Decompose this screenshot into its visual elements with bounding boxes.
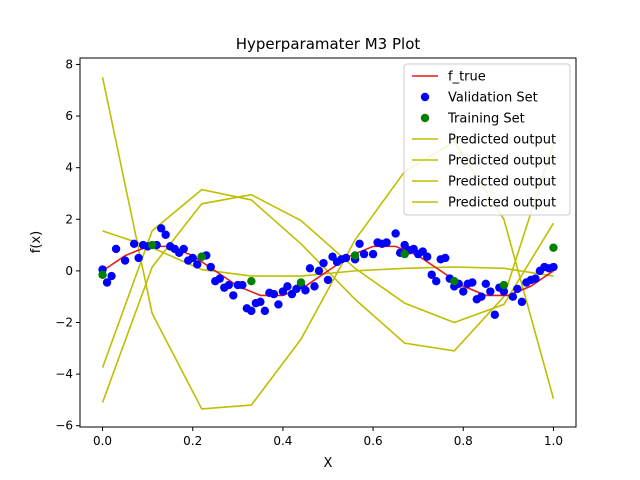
x-tick-label: 1.0	[544, 434, 563, 448]
y-tick-label: 0	[65, 264, 73, 278]
data-point-training-set	[247, 277, 255, 285]
legend-label: Predicted output	[448, 196, 556, 211]
data-point-validation-set	[518, 298, 526, 306]
data-point-validation-set	[180, 245, 188, 253]
data-point-validation-set	[477, 292, 485, 300]
x-tick-label: 0.2	[183, 434, 202, 448]
data-point-training-set	[148, 241, 156, 249]
y-tick-label: −6	[55, 419, 73, 433]
data-point-validation-set	[441, 254, 449, 262]
legend-label: Validation Set	[448, 91, 538, 106]
y-tick-label: 6	[65, 109, 73, 123]
y-tick-label: −2	[55, 315, 73, 329]
data-point-validation-set	[391, 229, 399, 237]
legend-label: f_true	[448, 70, 486, 85]
data-point-validation-set	[432, 277, 440, 285]
data-point-training-set	[297, 278, 305, 286]
y-tick-label: −4	[55, 367, 73, 381]
data-point-training-set	[98, 271, 106, 279]
data-point-validation-set	[324, 276, 332, 284]
data-point-validation-set	[261, 307, 269, 315]
data-point-validation-set	[216, 274, 224, 282]
x-tick-label: 0.6	[364, 434, 383, 448]
data-point-training-set	[500, 281, 508, 289]
legend-label: Predicted output	[448, 133, 556, 148]
data-point-training-set	[351, 251, 359, 259]
data-point-validation-set	[270, 290, 278, 298]
data-point-validation-set	[355, 240, 363, 248]
data-point-validation-set	[459, 287, 467, 295]
chart-title: Hyperparamater M3 Plot	[236, 35, 421, 53]
data-point-validation-set	[112, 245, 120, 253]
legend-label: Predicted output	[448, 154, 556, 169]
data-point-validation-set	[423, 252, 431, 260]
x-tick-label: 0.4	[273, 434, 292, 448]
data-point-validation-set	[207, 263, 215, 271]
data-point-validation-set	[256, 298, 264, 306]
data-point-training-set	[198, 252, 206, 260]
x-tick-label: 0.8	[454, 434, 473, 448]
data-point-validation-set	[369, 250, 377, 258]
data-point-training-set	[400, 250, 408, 258]
data-point-validation-set	[509, 292, 517, 300]
data-point-validation-set	[468, 278, 476, 286]
data-point-validation-set	[491, 311, 499, 319]
data-point-validation-set	[549, 263, 557, 271]
data-point-validation-set	[161, 231, 169, 239]
data-point-validation-set	[229, 291, 237, 299]
data-point-validation-set	[107, 272, 115, 280]
y-tick-label: 8	[65, 57, 73, 71]
data-point-validation-set	[247, 307, 255, 315]
data-point-validation-set	[382, 238, 390, 246]
y-tick-label: 4	[65, 161, 73, 175]
data-point-validation-set	[134, 254, 142, 262]
data-point-validation-set	[342, 254, 350, 262]
data-point-validation-set	[306, 264, 314, 272]
data-point-validation-set	[225, 281, 233, 289]
data-point-validation-set	[482, 280, 490, 288]
data-point-validation-set	[238, 281, 246, 289]
data-point-validation-set	[319, 259, 327, 267]
data-point-validation-set	[121, 256, 129, 264]
data-point-validation-set	[301, 286, 309, 294]
legend: f_true Validation Set Training Set Predicte…	[404, 64, 570, 215]
legend-label: Training Set	[447, 112, 525, 127]
legend-swatch-marker	[421, 114, 429, 122]
y-axis-label: f(x)	[29, 231, 44, 253]
data-point-validation-set	[315, 267, 323, 275]
data-point-validation-set	[283, 282, 291, 290]
data-point-validation-set	[531, 274, 539, 282]
x-axis-label: X	[324, 456, 333, 471]
data-point-validation-set	[193, 260, 201, 268]
data-point-validation-set	[274, 300, 282, 308]
y-tick-label: 2	[65, 212, 73, 226]
x-tick-label: 0.0	[93, 434, 112, 448]
legend-swatch-marker	[421, 93, 429, 101]
legend-label: Predicted output	[448, 175, 556, 190]
data-point-validation-set	[310, 282, 318, 290]
data-point-validation-set	[486, 287, 494, 295]
data-point-training-set	[549, 243, 557, 251]
data-point-validation-set	[130, 240, 138, 248]
data-point-validation-set	[513, 285, 521, 293]
data-point-validation-set	[360, 250, 368, 258]
data-point-training-set	[450, 277, 458, 285]
